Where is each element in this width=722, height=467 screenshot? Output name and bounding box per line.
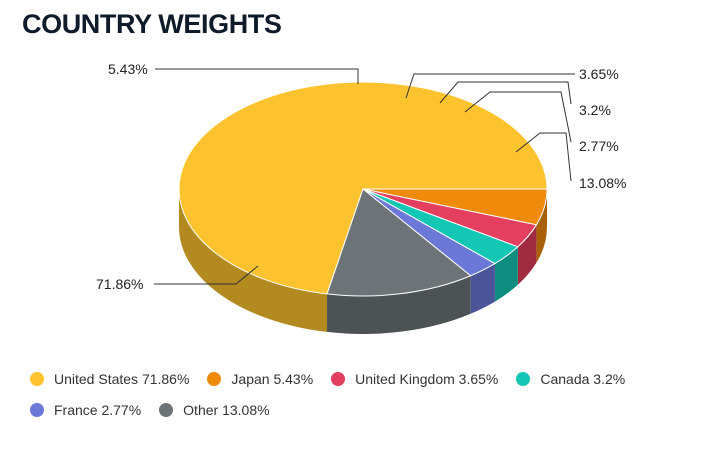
pie-side-5 — [327, 275, 471, 334]
legend-swatch — [30, 372, 44, 386]
data-labels: 71.86% 5.43% 3.65% 3.2% 2.77% 13.08% — [96, 61, 626, 292]
legend-label: Other 13.08% — [183, 402, 270, 418]
pie-top-slices — [178, 81, 548, 297]
data-label-2: 3.65% — [579, 66, 619, 82]
leader-line-1 — [155, 68, 359, 84]
legend-item[interactable]: United Kingdom 3.65% — [331, 370, 498, 388]
data-label-0: 71.86% — [96, 276, 143, 292]
pie-side-2 — [517, 224, 537, 285]
legend-label: United Kingdom 3.65% — [355, 371, 499, 387]
data-label-5: 13.08% — [579, 175, 626, 191]
legend-label: Canada 3.2% — [540, 371, 626, 387]
legend-item[interactable]: United States 71.86% — [30, 370, 189, 388]
pie-side-0 — [179, 189, 328, 332]
pie-chart: 71.86% 5.43% 3.65% 3.2% 2.77% 13.08% — [96, 61, 626, 334]
data-label-1: 5.43% — [108, 61, 148, 77]
legend-swatch — [30, 403, 44, 417]
legend-swatch — [207, 372, 222, 386]
chart-title: COUNTRY WEIGHTS — [22, 9, 282, 39]
leader-lines — [154, 68, 575, 285]
data-label-4: 2.77% — [579, 138, 619, 154]
pie-slice-0[interactable] — [178, 81, 548, 295]
legend-label: Japan 5.43% — [231, 371, 314, 387]
pie-side-4 — [470, 263, 495, 314]
legend-label: France 2.77% — [54, 402, 142, 418]
legend: United States 71.86% Japan 5.43% United Ki… — [30, 370, 710, 419]
legend-swatch — [159, 403, 174, 417]
data-label-3: 3.2% — [579, 102, 611, 118]
legend-item[interactable]: Canada 3.2% — [516, 370, 625, 388]
leader-line-3 — [439, 81, 572, 105]
legend-label: United States 71.86% — [54, 371, 190, 387]
legend-swatch — [516, 372, 531, 386]
leader-line-0 — [154, 265, 259, 285]
pie-sides — [179, 189, 547, 334]
legend-swatch — [331, 372, 346, 386]
leader-line-4 — [464, 91, 572, 143]
pie-slice-5[interactable] — [326, 188, 472, 297]
legend-item[interactable]: Japan 5.43% — [207, 370, 313, 388]
leader-line-2 — [405, 73, 575, 99]
leader-line-5 — [515, 132, 572, 182]
legend-item[interactable]: France 2.77% — [30, 401, 141, 419]
legend-item[interactable]: Other 13.08% — [159, 401, 270, 419]
